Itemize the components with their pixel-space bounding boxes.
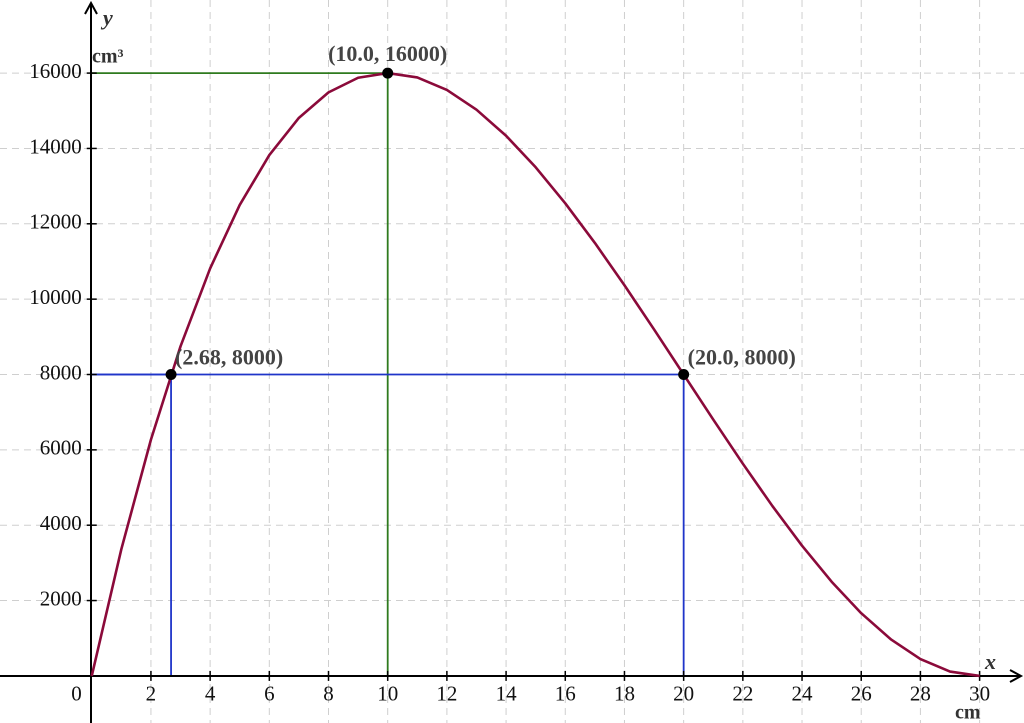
x-tick-label: 16 (555, 682, 576, 706)
y-tick-label: 2000 (40, 586, 82, 610)
x-tick-label: 0 (71, 682, 82, 706)
point-label: (2.68, 8000) (175, 345, 283, 370)
x-tick-label: 2 (146, 682, 157, 706)
point (678, 368, 690, 380)
x-tick-label: 22 (732, 682, 753, 706)
y-unit-label: cm³ (92, 46, 124, 68)
x-tick-label: 26 (851, 682, 872, 706)
y-tick-label: 4000 (40, 511, 82, 535)
x-axis-arrow (1009, 669, 1024, 683)
x-tick-label: 28 (910, 682, 931, 706)
x-tick-label: 20 (673, 682, 694, 706)
x-tick-label: 10 (377, 682, 398, 706)
x-axis-label: x (984, 649, 996, 674)
x-tick-label: 6 (264, 682, 275, 706)
y-tick-label: 8000 (40, 360, 82, 384)
curve (90, 71, 980, 678)
y-tick-label: 6000 (40, 436, 82, 460)
x-unit-label: cm (955, 702, 981, 723)
guides (91, 72, 685, 676)
x-tick-label: 4 (205, 682, 216, 706)
y-tick-label: 10000 (29, 285, 82, 309)
x-tick-label: 12 (436, 682, 457, 706)
x-tick-label: 24 (792, 682, 814, 706)
x-tick-label: 14 (496, 682, 518, 706)
point-label: (20.0, 8000) (688, 345, 796, 370)
point (382, 67, 394, 79)
y-axis-arrow (84, 0, 98, 15)
x-tick-label: 30 (969, 682, 990, 706)
y-tick-label: 16000 (29, 59, 82, 83)
y-axis-label: y (100, 5, 113, 30)
y-tick-label: 14000 (29, 134, 82, 158)
point (165, 368, 177, 380)
x-tick-label: 8 (323, 682, 334, 706)
x-tick-label: 18 (614, 682, 635, 706)
y-tick-label: 12000 (29, 210, 82, 234)
point-label: (10.0, 16000) (328, 41, 447, 66)
